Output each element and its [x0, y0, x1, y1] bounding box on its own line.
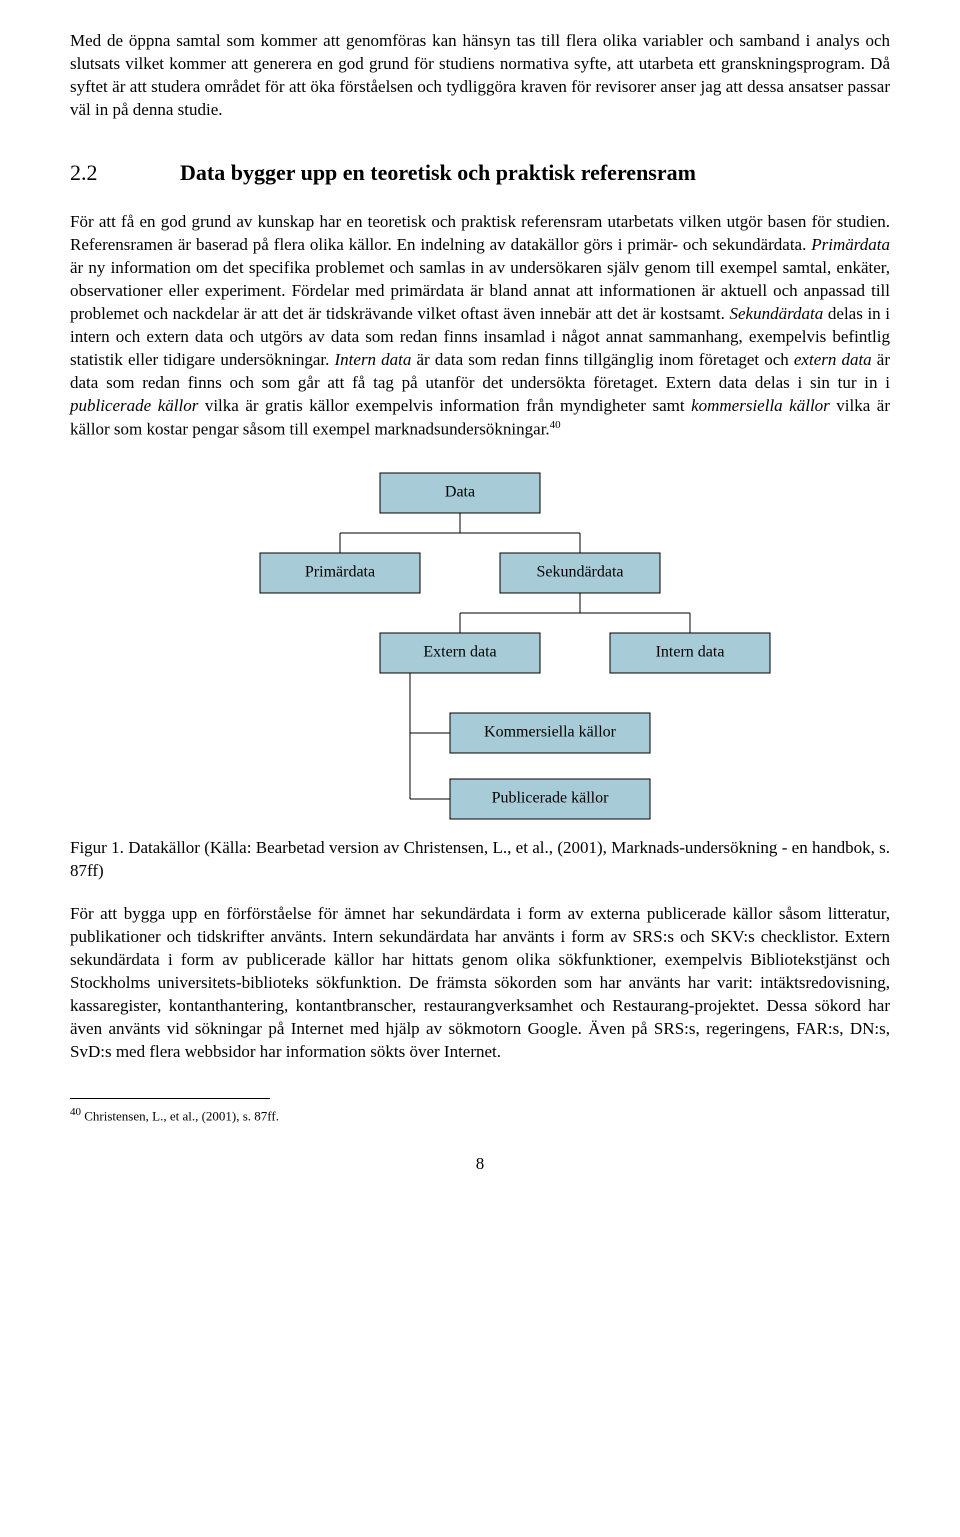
- svg-text:Kommersiella källor: Kommersiella källor: [484, 724, 617, 741]
- footnote-text: Christensen, L., et al., (2001), s. 87ff…: [81, 1108, 279, 1123]
- section-paragraph: För att få en god grund av kunskap har e…: [70, 211, 890, 441]
- data-sources-diagram: Data Primärdata Sekundärdata Extern data Int…: [160, 463, 800, 823]
- footnote-num: 40: [70, 1106, 81, 1118]
- footnote-separator: [70, 1098, 270, 1099]
- section-title: Data bygger upp en teoretisk och praktis…: [180, 158, 696, 188]
- p2-text-g: är data som redan finns tillgänglig inom…: [411, 350, 793, 369]
- p2-italic-externdata: extern data: [794, 350, 872, 369]
- intro-paragraph: Med de öppna samtal som kommer att genom…: [70, 30, 890, 122]
- footnote: 40 Christensen, L., et al., (2001), s. 8…: [70, 1105, 890, 1125]
- svg-text:Data: Data: [445, 484, 475, 501]
- p2-italic-kommersiella: kommersiella källor: [691, 396, 830, 415]
- figure-caption: Figur 1. Datakällor (Källa: Bearbetad ve…: [70, 837, 890, 883]
- page-number: 8: [70, 1153, 890, 1176]
- p2-italic-publicerade: publicerade källor: [70, 396, 198, 415]
- p2-italic-sekundardata: Sekundärdata: [729, 304, 823, 323]
- section-number: 2.2: [70, 158, 180, 188]
- p2-text-a: För att få en god grund av kunskap har e…: [70, 212, 890, 254]
- footnote-ref: 40: [550, 419, 561, 431]
- section-heading: 2.2 Data bygger upp en teoretisk och pra…: [70, 158, 890, 188]
- svg-text:Intern data: Intern data: [656, 644, 725, 661]
- diagram-svg: Data Primärdata Sekundärdata Extern data Int…: [170, 463, 790, 823]
- closing-paragraph: För att bygga upp en förförståelse för ä…: [70, 903, 890, 1064]
- p2-text-k: vilka är gratis källor exempelvis inform…: [198, 396, 691, 415]
- svg-text:Extern data: Extern data: [423, 644, 496, 661]
- p2-italic-interndata: Intern data: [335, 350, 412, 369]
- svg-text:Publicerade källor: Publicerade källor: [492, 790, 610, 807]
- svg-text:Primärdata: Primärdata: [305, 564, 375, 581]
- p2-italic-primardata: Primärdata: [811, 235, 890, 254]
- svg-text:Sekundärdata: Sekundärdata: [536, 564, 623, 581]
